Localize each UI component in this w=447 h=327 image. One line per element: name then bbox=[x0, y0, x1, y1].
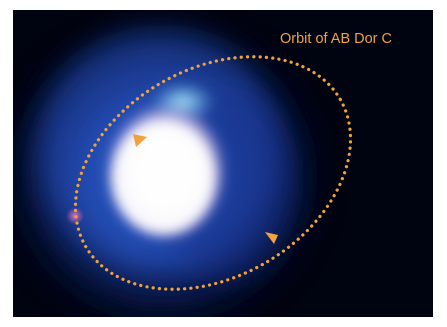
orbit-label: Orbit of AB Dor C bbox=[280, 31, 393, 47]
star-image bbox=[13, 10, 433, 317]
orbit-path bbox=[73, 55, 353, 291]
star-image-graphic bbox=[13, 10, 433, 317]
orbit-arrow-upper bbox=[133, 134, 147, 147]
orbit-arrow-lower bbox=[265, 232, 278, 244]
star-core-center bbox=[113, 123, 213, 233]
